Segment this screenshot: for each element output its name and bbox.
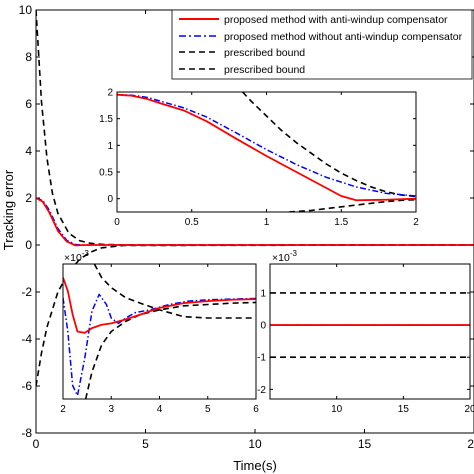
inset-bottom-left-exponent: ×10-3 <box>64 249 89 264</box>
inset_bottom_left-xtick-label: 6 <box>253 404 259 415</box>
inset_bottom_right-xtick-label: 20 <box>464 404 474 415</box>
inset_bottom_right-ytick-label: -2 <box>257 385 266 396</box>
inset_bottom_left-xtick-label: 3 <box>108 404 114 415</box>
main-xtick-label: 5 <box>142 437 149 451</box>
legend-label-bound-2: prescribed bound <box>224 64 305 76</box>
main-ytick-label: 0 <box>25 238 32 252</box>
inset_top-xtick-label: 0 <box>114 217 120 228</box>
inset-bottom-right-exponent: ×10-3 <box>272 249 297 264</box>
legend-label-bound-1: prescribed bound <box>224 47 305 59</box>
inset_top-series-upper-bound <box>241 92 416 198</box>
main-ytick-label: 2 <box>25 191 32 205</box>
inset-top-plot-area <box>117 92 416 212</box>
inset_bottom_left-series-lower-bound <box>84 301 256 399</box>
inset_top-ytick-label: 1.5 <box>99 114 113 125</box>
inset_bottom_right-ytick-label: 1 <box>260 288 266 299</box>
inset_bottom_right-xtick-label: 10 <box>331 404 343 415</box>
inset-top-axes: 0 0.5 1 1.5 2 0 0.5 1 1.5 2 <box>99 88 419 229</box>
inset_bottom_left-xtick-label: 2 <box>60 404 66 415</box>
main-series-without-aw <box>36 197 474 246</box>
main-xlabel: Time(s) <box>233 458 277 473</box>
inset-bottom-right-ticks: 10 15 20 -2 -1 0 1 <box>257 264 474 415</box>
inset_top-xtick-label: 2 <box>413 217 419 228</box>
main-series-lower-bound <box>36 244 474 387</box>
main-ytick-label: -6 <box>21 379 32 393</box>
legend-label-with-aw: proposed method with anti-windup compens… <box>224 14 448 26</box>
inset_top-ytick-label: 0.5 <box>99 168 113 179</box>
inset_top-ytick-label: 1 <box>107 141 113 152</box>
inset_bottom_left-xtick-label: 5 <box>205 404 211 415</box>
main-xtick-label: 20 <box>467 437 474 451</box>
inset_top-series-with-aw <box>117 93 416 202</box>
legend-label-without-aw: proposed method without anti-windup comp… <box>224 31 463 43</box>
main-ytick-label: 4 <box>25 144 32 158</box>
inset_bottom_left-xtick-label: 4 <box>157 404 163 415</box>
inset_top-xtick-label: 1.5 <box>334 217 348 228</box>
inset-bottom-right-series <box>270 292 470 359</box>
inset-bottom-right-axes: 10 15 20 -2 -1 0 1 ×10-3 <box>257 249 474 415</box>
main-ytick-label: -8 <box>21 426 32 440</box>
main-series-with-aw <box>36 197 474 247</box>
inset_bottom_right-ytick-label: -1 <box>257 353 266 364</box>
main-xtick-label: 15 <box>358 437 372 451</box>
inset_top-ytick-label: 0 <box>107 194 113 205</box>
legend: proposed method with anti-windup compens… <box>171 9 473 80</box>
inset-bottom-right-plot-area <box>270 264 470 399</box>
main-ytick-label: 8 <box>25 50 32 64</box>
main-ytick-label: 10 <box>19 3 33 17</box>
inset-top-series <box>117 92 416 212</box>
inset-bottom-left-plot-area <box>63 264 256 399</box>
inset_top-series-lower-bound <box>288 198 416 212</box>
main-xtick-label: 0 <box>33 437 40 451</box>
main-series <box>36 10 474 387</box>
inset_top-series-without-aw <box>117 93 416 197</box>
main-ytick-label: -2 <box>21 285 32 299</box>
inset_bottom_left-series-without-aw <box>63 293 256 397</box>
inset_top-ytick-label: 2 <box>107 88 113 99</box>
main-ylabel: Tracking error <box>1 169 16 250</box>
inset_bottom_left-series-upper-bound <box>93 264 256 319</box>
inset_top-xtick-label: 1 <box>264 217 270 228</box>
inset-bottom-left-axes: 2 3 4 5 6 ×10-3 <box>60 249 259 415</box>
inset-bottom-left-series <box>63 264 256 399</box>
main-xtick-label: 10 <box>248 437 262 451</box>
inset_bottom_left-series-with-aw <box>63 277 256 334</box>
inset_bottom_right-xtick-label: 15 <box>398 404 410 415</box>
inset-top-frame <box>116 91 417 213</box>
legend-box <box>171 9 473 80</box>
main-ytick-label: -4 <box>21 332 32 346</box>
inset_bottom_right-ytick-label: 0 <box>260 321 266 332</box>
inset-bottom-left-frame <box>62 263 257 400</box>
inset-bottom-right-frame <box>269 263 471 400</box>
main-ytick-label: 6 <box>25 97 32 111</box>
inset_top-xtick-label: 0.5 <box>185 217 199 228</box>
